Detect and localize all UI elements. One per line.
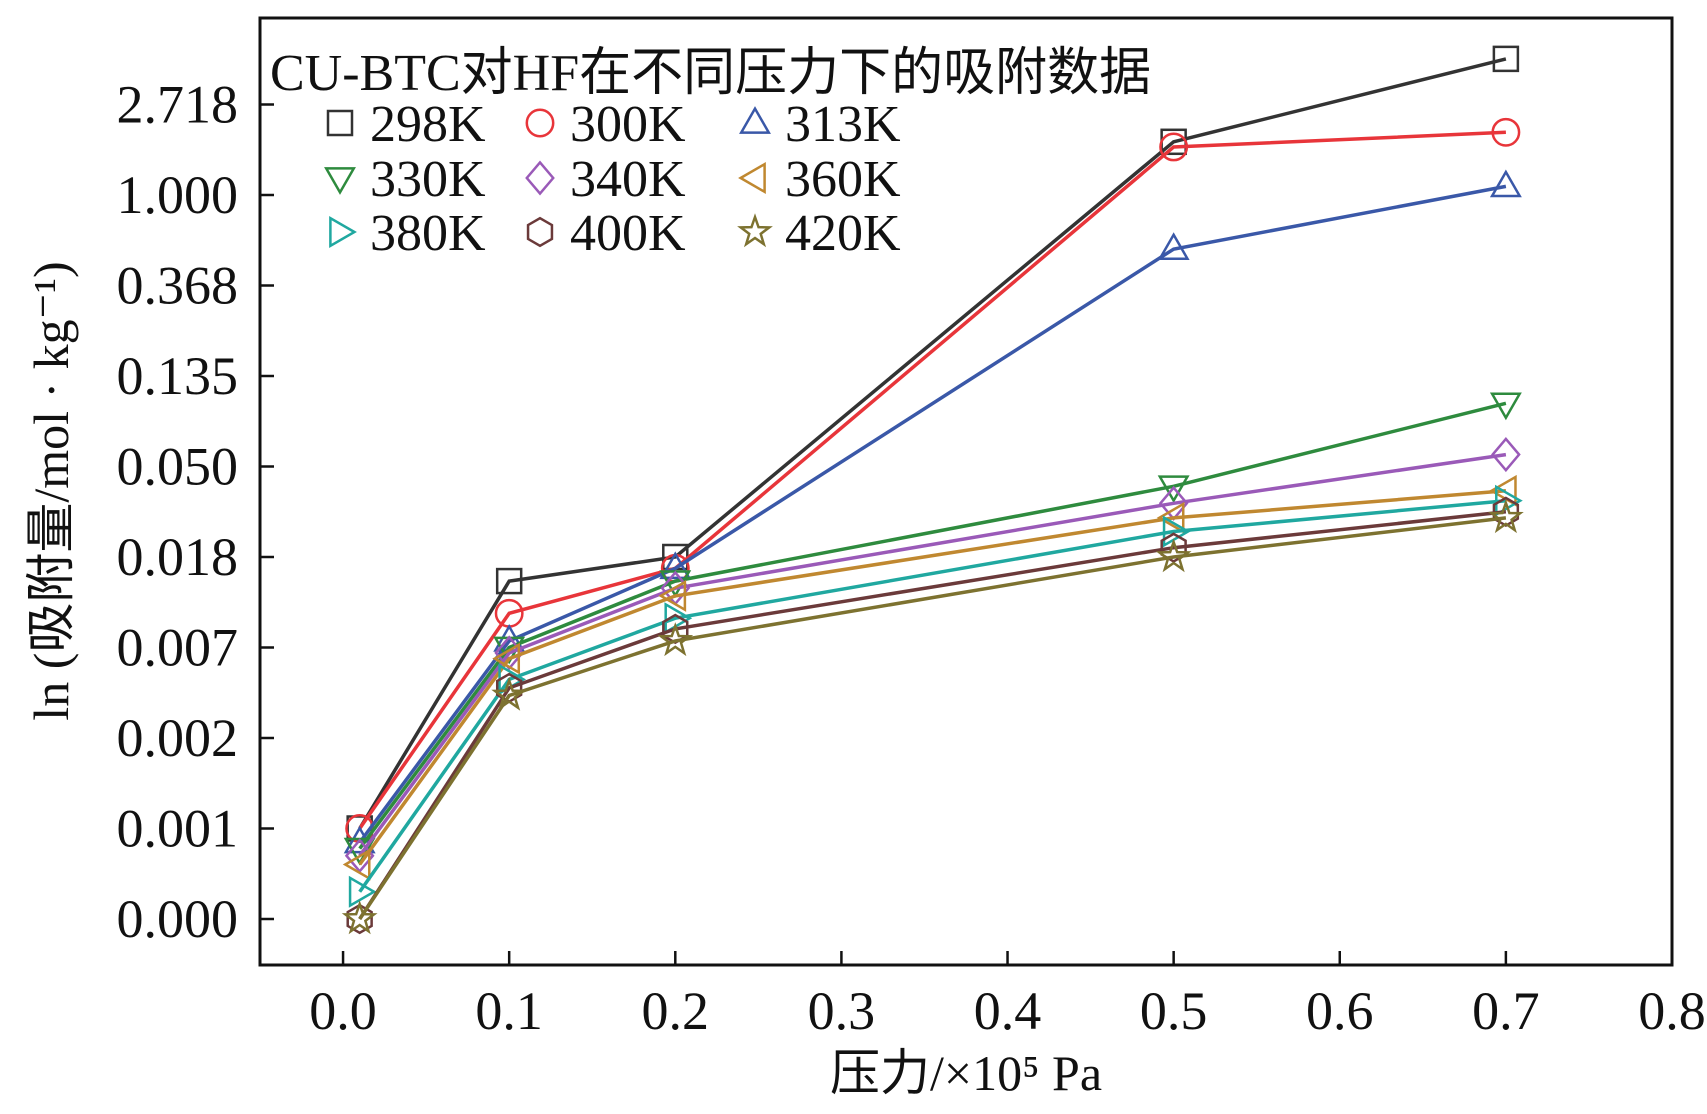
- y-tick-label: 0.050: [117, 437, 239, 497]
- data-point: [664, 602, 693, 635]
- data-point: [342, 848, 371, 881]
- y-tick-label: 0.000: [117, 889, 239, 949]
- data-point: [1489, 392, 1522, 421]
- y-tick-label: 0.007: [117, 618, 239, 678]
- data-point: [1491, 437, 1521, 473]
- series-layer: [341, 45, 1524, 935]
- x-tick-label: 0.2: [642, 981, 710, 1041]
- data-point: [1155, 538, 1192, 573]
- y-tick-label: 2.718: [117, 75, 239, 135]
- series-330K: [343, 392, 1522, 866]
- legend-label: 298K: [370, 96, 486, 153]
- data-point: [492, 642, 521, 675]
- series-line: [358, 452, 1507, 857]
- data-point: [1491, 117, 1521, 147]
- legend: CU-BTC对HF在不同压力下的吸附数据 298K 300K 313K 330K 340…: [270, 45, 1151, 262]
- series-400K: [346, 496, 1520, 935]
- legend-marker: [525, 160, 555, 196]
- legend-label: 400K: [570, 205, 686, 262]
- legend-marker: [329, 216, 357, 248]
- data-point: [1157, 232, 1190, 260]
- data-point: [1162, 515, 1191, 548]
- plot-frame: [258, 16, 1674, 967]
- series-line: [358, 401, 1507, 850]
- data-point: [658, 579, 687, 612]
- data-point: [495, 567, 523, 595]
- data-point: [659, 551, 692, 580]
- data-point: [1160, 532, 1187, 563]
- data-point: [1487, 499, 1524, 534]
- y-tick-label: 0.135: [117, 346, 239, 406]
- data-point: [657, 622, 694, 657]
- series-line: [358, 489, 1507, 866]
- x-tick-label: 0.5: [1140, 981, 1208, 1041]
- data-point: [1489, 169, 1522, 198]
- legend-label: 313K: [785, 96, 901, 153]
- y-tick-label: 0.018: [117, 527, 239, 587]
- legend-marker: [738, 162, 766, 194]
- data-point: [1156, 501, 1185, 534]
- data-point: [346, 903, 373, 935]
- y-tick-label: 0.001: [117, 799, 239, 859]
- series-line: [358, 516, 1507, 920]
- x-axis-title: 压力/×10⁵ Pa: [830, 1045, 1102, 1101]
- legend-label: 420K: [785, 205, 901, 262]
- x-axis-ticks: 0.0 0.1 0.2 0.3 0.4 0.5 0.6 0.7 0.8: [309, 951, 1706, 1041]
- x-tick-label: 0.1: [475, 981, 543, 1041]
- legend-label: 330K: [370, 151, 486, 208]
- legend-label: 300K: [570, 96, 686, 153]
- legend-marker: [324, 167, 356, 195]
- series-420K: [341, 499, 1524, 935]
- x-tick-label: 0.3: [808, 981, 876, 1041]
- x-tick-label: 0.8: [1638, 981, 1706, 1041]
- x-tick-label: 0.6: [1306, 981, 1374, 1041]
- series-313K: [343, 169, 1522, 854]
- data-point: [1488, 474, 1517, 507]
- x-tick-label: 0.4: [974, 981, 1042, 1041]
- series-line: [358, 498, 1507, 893]
- data-point: [1492, 45, 1520, 73]
- data-point: [1157, 475, 1190, 504]
- series-300K: [345, 117, 1521, 843]
- legend-marker: [326, 109, 354, 137]
- legend-label: 360K: [785, 151, 901, 208]
- y-tick-label: 0.002: [117, 708, 239, 768]
- data-point: [491, 676, 528, 711]
- y-axis-ticks: 0.000 0.001 0.002 0.007 0.018 0.050 0.135 0.368…: [117, 75, 274, 949]
- y-tick-label: 1.000: [117, 165, 239, 225]
- y-tick-label: 0.368: [117, 256, 239, 316]
- legend-marker: [739, 106, 771, 134]
- series-360K: [342, 474, 1517, 881]
- x-tick-label: 0.7: [1472, 981, 1540, 1041]
- chart-title: CU-BTC对HF在不同压力下的吸附数据: [270, 45, 1151, 102]
- legend-marker: [737, 213, 773, 248]
- data-point: [341, 900, 378, 935]
- x-tick-label: 0.0: [309, 981, 377, 1041]
- legend-label: 340K: [570, 151, 686, 208]
- data-point: [1492, 496, 1520, 527]
- series-line: [358, 57, 1507, 830]
- legend-marker: [526, 216, 554, 248]
- data-point: [348, 875, 377, 908]
- y-axis-title: ln (吸附量/mol · kg⁻¹): [23, 261, 79, 720]
- series-line: [358, 184, 1507, 844]
- legend-label: 380K: [370, 205, 486, 262]
- data-point: [1159, 132, 1189, 162]
- legend-marker: [525, 108, 555, 138]
- series-380K: [348, 484, 1523, 908]
